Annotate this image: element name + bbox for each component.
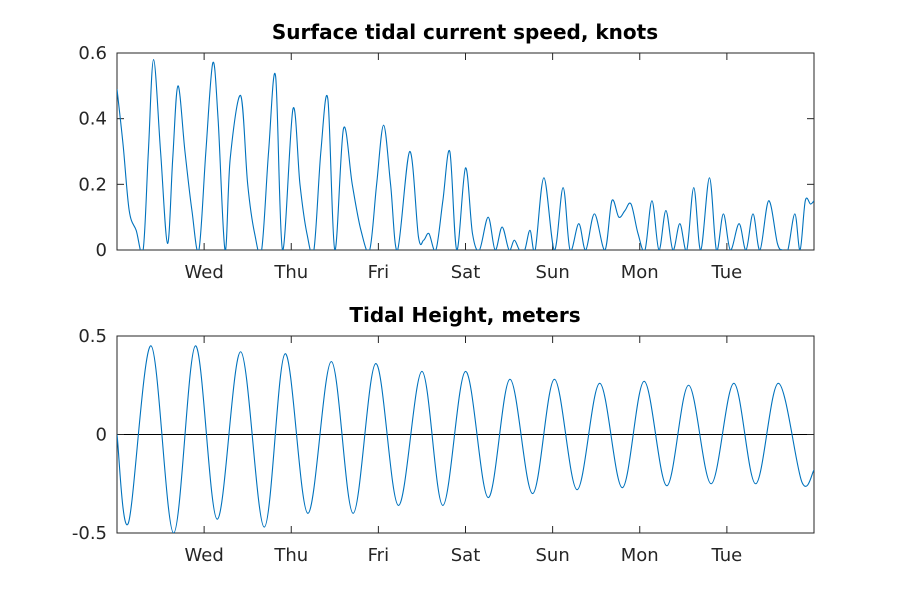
tidal-height-xtick-label: Thu [273,545,308,566]
current-speed-xtick-label: Thu [273,262,308,283]
tidal-height-xtick-label: Tue [711,545,743,566]
current-speed-ytick-label: 0 [96,240,107,261]
current-speed-xtick-label: Fri [368,262,389,283]
tidal-height-xtick-label: Mon [621,545,659,566]
tidal-height-ytick-label: 0.5 [78,326,107,347]
tidal-height-ticks: -0.5 0 0.5 Wed Thu Fri Sat Sun Mon Tue [72,326,814,566]
tidal-height-title: Tidal Height, meters [349,303,580,327]
current-speed-subplot: Surface tidal current speed, knots 00.20… [78,20,815,283]
tidal-height-ytick-label: 0 [96,425,107,446]
current-speed-xtick-label: Wed [185,262,224,283]
current-speed-xtick-label: Mon [621,262,659,283]
current-speed-xtick-label: Sat [451,262,481,283]
current-speed-xtick-label: Tue [711,262,743,283]
current-speed-ytick-label: 0.2 [78,174,107,195]
tidal-height-xtick-label: Wed [185,545,224,566]
current-speed-axes-box [116,52,815,251]
tidal-height-xtick-label: Sun [536,545,570,566]
tidal-height-xtick-label: Fri [368,545,389,566]
current-speed-line [117,59,814,250]
tidal-height-xtick-label: Sat [451,545,481,566]
current-speed-title: Surface tidal current speed, knots [272,20,658,44]
current-speed-ticks: 0 0.2 0.4 0.6 Wed Thu Fri Sat Sun Mon Tue [78,43,814,283]
current-speed-ytick-label: 0.4 [78,109,107,130]
tidal-height-line [117,345,814,533]
tidal-height-subplot: Tidal Height, meters -0.5 0 0.5 Wed Thu Fri Sa… [72,303,815,566]
current-speed-xtick-label: Sun [536,262,570,283]
tidal-height-ytick-label: -0.5 [72,523,107,544]
current-speed-ytick-label: 0.6 [78,43,107,64]
